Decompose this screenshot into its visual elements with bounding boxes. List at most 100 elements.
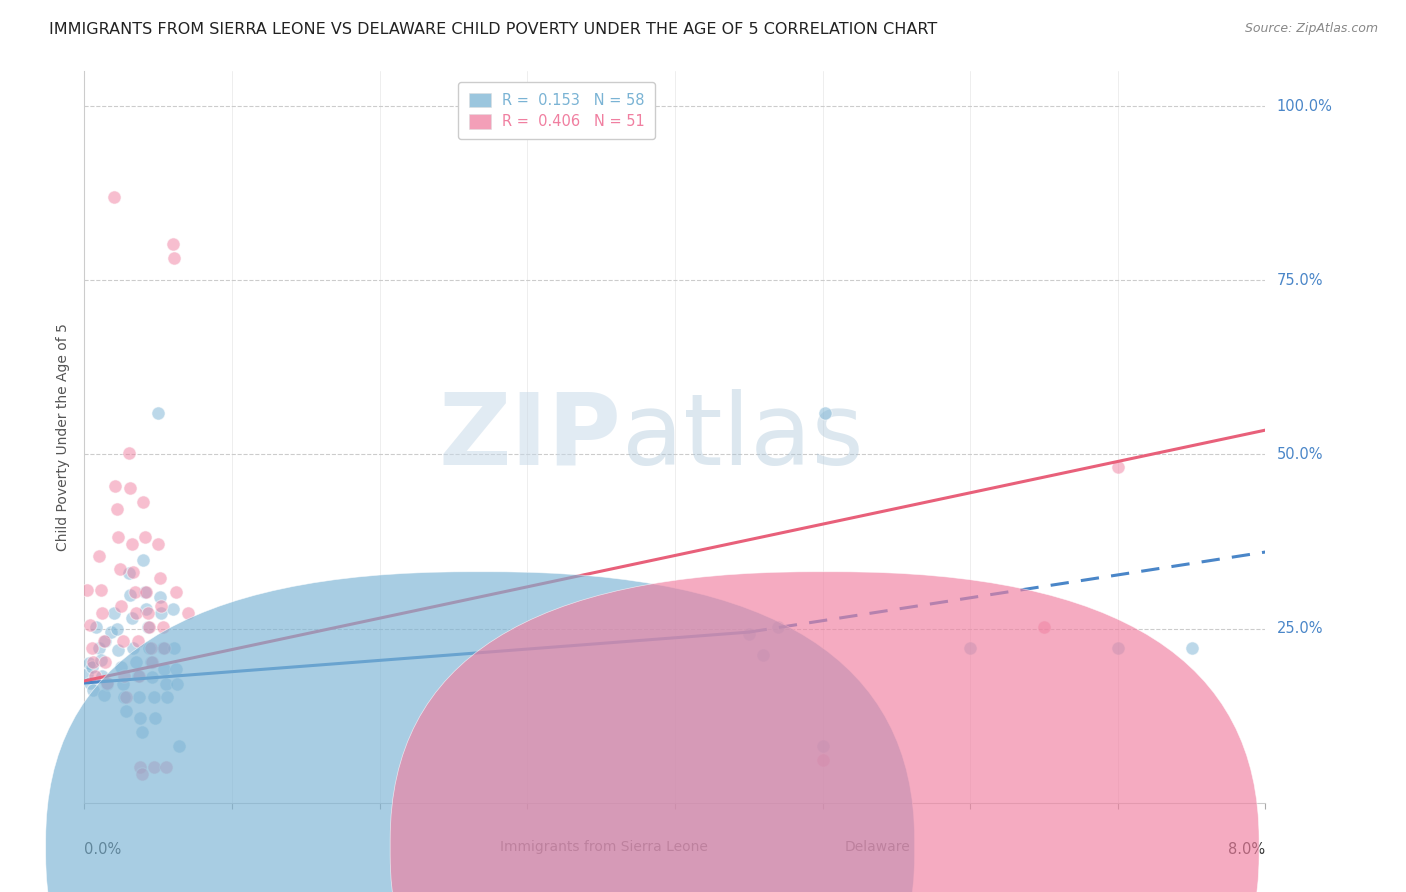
Point (76, 667, 98, 681)
Text: IMMIGRANTS FROM SIERRA LEONE VS DELAWARE CHILD POVERTY UNDER THE AGE OF 5 CORREL: IMMIGRANTS FROM SIERRA LEONE VS DELAWARE… (49, 22, 938, 37)
Point (141, 670, 163, 684)
Point (94, 655, 117, 669)
Text: 8.0%: 8.0% (1229, 842, 1265, 856)
Point (96, 676, 118, 690)
Point (135, 602, 157, 616)
Point (77, 657, 100, 671)
Point (87, 641, 111, 656)
Point (142, 759, 165, 773)
Text: ZIP: ZIP (439, 389, 621, 485)
Point (103, 607, 125, 621)
Point (80, 641, 103, 656)
Text: 25.0%: 25.0% (1277, 621, 1323, 636)
Text: 0.0%: 0.0% (84, 842, 121, 856)
Point (811, 753, 834, 767)
Point (165, 585, 187, 599)
Point (136, 607, 159, 621)
Point (108, 562, 131, 576)
Point (148, 536, 170, 550)
Text: Source: ZipAtlas.com: Source: ZipAtlas.com (1244, 22, 1378, 36)
Point (122, 565, 145, 579)
Point (177, 607, 200, 621)
Point (155, 759, 177, 773)
Point (100, 625, 122, 640)
Point (959, 641, 981, 656)
Point (167, 739, 190, 753)
Point (149, 572, 172, 586)
Point (87, 549, 111, 563)
Point (114, 704, 136, 718)
Point (156, 690, 179, 704)
Point (1181, 641, 1204, 656)
Point (125, 607, 148, 621)
Point (139, 641, 162, 656)
Point (90, 653, 112, 667)
Point (118, 446, 141, 460)
Point (82, 655, 104, 669)
Point (105, 622, 128, 636)
Point (90, 583, 112, 598)
Point (129, 711, 152, 725)
Point (148, 406, 170, 420)
Point (132, 495, 155, 509)
Point (1107, 641, 1129, 656)
Point (105, 501, 128, 516)
Text: 50.0%: 50.0% (1277, 447, 1323, 462)
Point (153, 662, 176, 676)
Point (76, 583, 98, 598)
Point (768, 620, 790, 634)
Point (118, 566, 141, 580)
Point (121, 611, 143, 625)
Point (131, 724, 153, 739)
Point (136, 620, 159, 634)
Point (124, 585, 146, 599)
Point (104, 479, 127, 493)
Point (738, 627, 761, 641)
Point (811, 739, 834, 753)
Text: atlas: atlas (621, 389, 863, 485)
Point (82, 682, 104, 697)
Point (152, 620, 174, 634)
Point (165, 662, 187, 676)
Point (93, 688, 115, 702)
Text: Delaware: Delaware (844, 840, 910, 855)
Point (153, 641, 176, 656)
Point (112, 690, 135, 704)
Legend: R =  0.153   N = 58, R =  0.406   N = 51: R = 0.153 N = 58, R = 0.406 N = 51 (458, 82, 655, 139)
Point (110, 660, 132, 674)
Point (83, 669, 105, 683)
Point (91, 669, 114, 683)
Point (120, 588, 142, 602)
Point (1107, 460, 1129, 475)
Point (150, 607, 173, 621)
Point (143, 711, 166, 725)
Point (131, 766, 153, 780)
Point (122, 641, 145, 656)
Point (110, 599, 132, 614)
Point (141, 655, 163, 669)
Text: 100.0%: 100.0% (1277, 99, 1333, 113)
Point (91, 607, 114, 621)
Point (80, 660, 103, 674)
Point (138, 620, 160, 634)
Point (120, 481, 142, 495)
Point (127, 669, 149, 683)
Point (135, 585, 157, 599)
Point (166, 677, 188, 691)
Point (155, 677, 177, 691)
Point (79, 618, 101, 632)
Point (752, 648, 775, 662)
Point (149, 591, 172, 605)
Point (125, 655, 148, 669)
Text: 75.0%: 75.0% (1277, 273, 1323, 288)
Point (111, 634, 134, 648)
Point (1033, 620, 1056, 634)
Point (152, 641, 174, 656)
Point (96, 677, 118, 691)
Point (142, 690, 165, 704)
Point (79, 676, 101, 690)
Point (93, 634, 115, 648)
Point (94, 634, 117, 648)
Point (103, 190, 125, 204)
Point (134, 585, 156, 599)
